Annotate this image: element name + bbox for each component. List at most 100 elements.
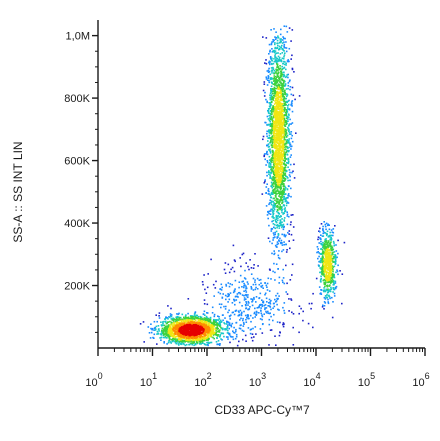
data-point bbox=[278, 161, 281, 164]
data-point bbox=[241, 329, 244, 332]
data-point bbox=[324, 285, 326, 288]
data-point bbox=[332, 231, 335, 234]
data-point bbox=[281, 48, 283, 50]
data-point bbox=[261, 299, 263, 301]
data-point bbox=[209, 320, 212, 322]
data-point bbox=[328, 277, 331, 279]
data-point bbox=[322, 256, 324, 258]
data-point bbox=[197, 316, 200, 318]
data-point bbox=[283, 43, 286, 46]
data-point bbox=[274, 122, 277, 124]
data-point bbox=[281, 79, 284, 81]
data-point bbox=[270, 172, 272, 175]
data-point bbox=[285, 47, 288, 49]
data-point bbox=[276, 116, 279, 119]
data-point bbox=[290, 40, 292, 42]
data-point bbox=[193, 325, 196, 328]
data-point bbox=[318, 286, 321, 288]
data-point bbox=[282, 224, 284, 226]
data-point bbox=[275, 218, 278, 220]
data-point bbox=[194, 319, 197, 322]
data-point bbox=[283, 195, 285, 198]
data-point bbox=[230, 325, 233, 328]
data-point bbox=[280, 73, 282, 76]
data-point bbox=[154, 326, 156, 329]
data-point bbox=[193, 313, 196, 315]
data-point bbox=[328, 260, 330, 263]
data-point bbox=[270, 91, 272, 93]
data-point bbox=[276, 219, 279, 222]
data-point bbox=[227, 311, 229, 314]
data-point bbox=[272, 115, 275, 117]
data-point bbox=[281, 226, 283, 229]
data-point bbox=[245, 340, 247, 342]
data-point bbox=[276, 133, 278, 136]
data-point bbox=[241, 280, 243, 283]
data-point bbox=[171, 323, 173, 325]
data-point bbox=[281, 127, 283, 130]
data-point bbox=[291, 54, 293, 57]
data-point bbox=[269, 61, 271, 63]
data-point bbox=[258, 279, 261, 281]
data-point bbox=[281, 165, 283, 168]
data-point bbox=[225, 323, 228, 325]
data-point bbox=[268, 159, 271, 161]
data-point bbox=[229, 341, 231, 344]
data-point bbox=[171, 319, 174, 321]
data-point bbox=[233, 313, 236, 316]
data-point bbox=[276, 208, 279, 211]
data-point bbox=[327, 278, 329, 280]
data-point bbox=[267, 77, 270, 79]
data-point bbox=[276, 292, 279, 295]
data-point bbox=[274, 155, 276, 158]
data-point bbox=[327, 271, 329, 274]
data-point bbox=[276, 93, 279, 95]
data-point bbox=[284, 156, 286, 159]
data-point bbox=[277, 236, 279, 238]
data-point bbox=[282, 82, 285, 84]
data-point bbox=[275, 56, 277, 59]
data-point bbox=[160, 333, 162, 335]
data-point bbox=[266, 286, 268, 288]
data-point bbox=[285, 243, 287, 246]
data-point bbox=[323, 287, 325, 289]
data-point bbox=[322, 244, 325, 247]
data-point bbox=[273, 158, 276, 161]
data-point bbox=[327, 254, 329, 256]
data-point bbox=[271, 228, 274, 230]
data-point bbox=[331, 274, 333, 276]
data-point bbox=[254, 253, 256, 255]
data-point bbox=[164, 336, 166, 339]
data-point bbox=[282, 131, 285, 133]
data-point bbox=[327, 265, 330, 268]
data-point bbox=[238, 281, 241, 283]
data-point bbox=[286, 134, 289, 137]
data-point bbox=[326, 234, 328, 237]
data-point bbox=[279, 142, 281, 145]
data-point bbox=[277, 268, 279, 270]
data-point bbox=[279, 38, 281, 40]
data-point bbox=[271, 155, 274, 157]
data-point bbox=[282, 126, 284, 129]
data-point bbox=[276, 205, 279, 208]
data-point bbox=[271, 92, 274, 95]
data-point bbox=[176, 313, 178, 315]
data-point bbox=[323, 264, 325, 267]
data-point bbox=[284, 93, 286, 95]
data-point bbox=[160, 321, 162, 323]
data-point bbox=[319, 231, 321, 233]
data-point bbox=[203, 343, 206, 345]
data-point bbox=[269, 123, 272, 126]
data-point bbox=[282, 94, 284, 97]
data-point bbox=[294, 98, 296, 101]
data-point bbox=[265, 62, 268, 65]
data-point bbox=[281, 178, 283, 180]
data-point bbox=[275, 58, 277, 60]
data-point bbox=[270, 85, 273, 88]
data-point bbox=[215, 329, 217, 332]
data-point bbox=[288, 169, 291, 171]
data-point bbox=[268, 119, 271, 122]
data-point bbox=[274, 298, 276, 301]
data-point bbox=[280, 28, 282, 31]
data-point bbox=[244, 278, 247, 280]
